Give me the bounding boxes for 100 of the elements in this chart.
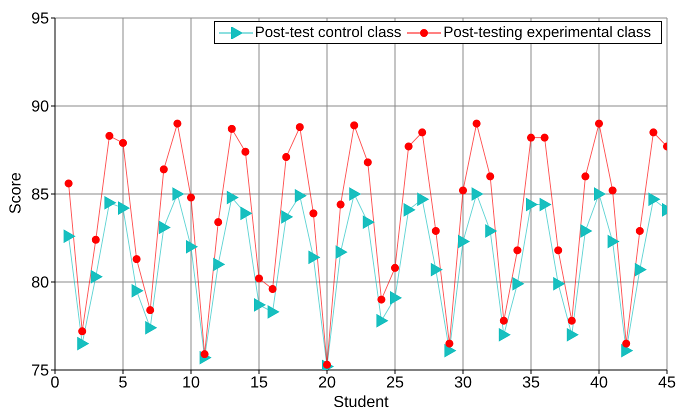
point [621, 344, 633, 358]
y-tick-label: 95 [31, 10, 50, 28]
point [241, 148, 250, 156]
x-tick-label: 20 [318, 374, 336, 392]
point [649, 128, 658, 136]
point [432, 226, 440, 235]
point [158, 220, 170, 234]
point [404, 203, 416, 216]
x-tick-label: 10 [182, 374, 200, 392]
point [268, 305, 280, 318]
point [417, 192, 429, 206]
point [636, 226, 644, 235]
point [160, 165, 168, 174]
point [500, 316, 508, 325]
point [634, 263, 646, 276]
point [445, 340, 454, 348]
x-tick-label: 30 [454, 374, 472, 392]
y-tick-label: 80 [31, 274, 50, 292]
point [580, 224, 592, 238]
point [105, 132, 114, 140]
point [430, 263, 442, 276]
point [296, 123, 304, 132]
point [364, 158, 372, 166]
point [173, 120, 182, 128]
point [308, 250, 320, 264]
point [458, 235, 470, 248]
point [648, 192, 660, 206]
point [187, 194, 195, 202]
y-tick-label: 90 [31, 98, 50, 116]
point [213, 258, 225, 271]
point [472, 120, 481, 128]
point [92, 236, 100, 244]
point [486, 172, 494, 180]
point [444, 344, 456, 358]
point [281, 210, 293, 224]
point [282, 153, 290, 162]
point [566, 328, 578, 342]
y-axis-title: Score [8, 172, 25, 214]
x-axis-title: Student [333, 394, 390, 409]
point [376, 314, 388, 328]
point [526, 198, 538, 212]
point [78, 327, 86, 336]
point [472, 188, 484, 200]
point [64, 179, 73, 188]
x-tick-label: 25 [386, 374, 404, 392]
point [390, 291, 402, 304]
point [90, 270, 102, 284]
point [255, 274, 263, 282]
point [485, 224, 497, 238]
point [226, 191, 238, 204]
point [186, 240, 198, 254]
x-tick-label: 5 [118, 374, 128, 392]
point [512, 277, 524, 290]
x-tick-label: 15 [250, 374, 268, 392]
point [118, 202, 130, 215]
point [540, 134, 549, 142]
x-tick-label: 45 [658, 374, 676, 392]
y-tick-label: 75 [31, 362, 50, 380]
point [294, 189, 306, 202]
x-tick-label: 35 [522, 374, 540, 392]
point [228, 124, 236, 133]
point [608, 235, 620, 248]
point [377, 296, 386, 304]
point [622, 340, 630, 348]
point [349, 188, 361, 200]
point [64, 230, 76, 243]
x-tick-label: 40 [590, 374, 608, 392]
legend-label: Post-test control class [254, 24, 402, 41]
point [459, 186, 467, 194]
point [581, 172, 590, 180]
point [240, 206, 252, 220]
point [132, 255, 141, 264]
point [336, 200, 345, 209]
point [132, 284, 144, 298]
point [119, 138, 127, 147]
point [553, 277, 565, 290]
point [350, 121, 358, 130]
point [146, 306, 154, 314]
point [554, 246, 562, 254]
point [214, 218, 222, 226]
point [527, 134, 535, 142]
point [404, 142, 413, 150]
point [104, 196, 116, 210]
legend-label: Post-testing experimental class [443, 24, 651, 41]
point [418, 128, 426, 136]
point [513, 246, 522, 254]
point [595, 120, 603, 128]
point [608, 186, 617, 194]
y-tick-label: 85 [31, 186, 50, 204]
point [172, 188, 184, 200]
point [145, 321, 157, 334]
point [540, 198, 552, 212]
point [391, 264, 399, 272]
point [254, 298, 266, 312]
point [498, 328, 510, 342]
x-tick-label: 0 [50, 374, 60, 392]
point [268, 285, 277, 294]
point [362, 216, 374, 229]
point [336, 246, 348, 259]
point [309, 209, 318, 218]
